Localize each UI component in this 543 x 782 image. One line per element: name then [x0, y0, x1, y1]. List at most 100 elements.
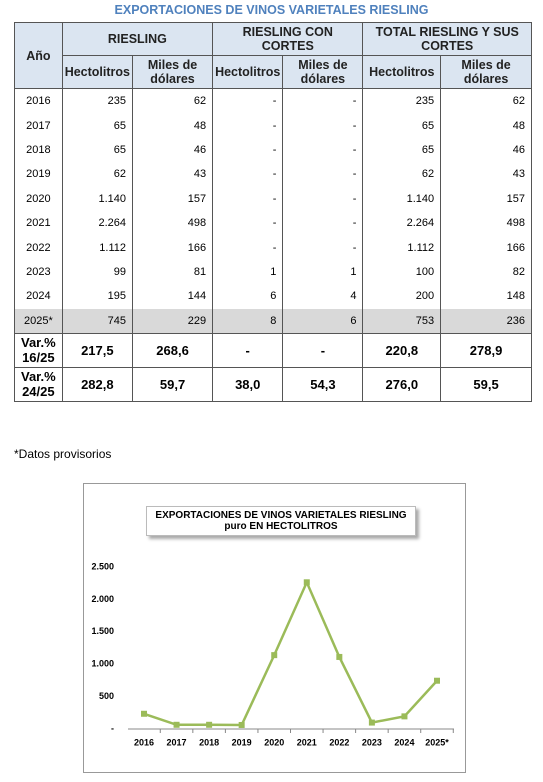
- cell: 2025*: [14, 308, 63, 334]
- y-tick-label: 1.500: [91, 626, 114, 636]
- marker: [206, 721, 213, 728]
- cell: 276,0: [362, 366, 442, 402]
- cell: 235: [61, 88, 134, 114]
- cell: 43: [440, 162, 532, 187]
- cell: 144: [131, 284, 214, 309]
- cell: 1.112: [362, 235, 442, 260]
- marker: [141, 710, 147, 717]
- cell: -: [282, 162, 364, 187]
- cell: 99: [61, 259, 134, 285]
- table: Año RIESLING RIESLING CON CORTES TOTAL R…: [14, 22, 532, 402]
- cell: 498: [131, 210, 214, 236]
- y-tick-label: 2.500: [91, 561, 114, 571]
- cell: 48: [440, 113, 532, 138]
- line: [143, 579, 438, 727]
- cell: -: [282, 332, 364, 368]
- cell: 2.264: [61, 210, 134, 236]
- cell: 148: [440, 284, 532, 309]
- header-cell: Hectolitros: [362, 55, 442, 89]
- x-tick-label: 2023: [362, 737, 382, 747]
- cell: -: [282, 137, 364, 163]
- cell: 62: [61, 162, 134, 187]
- x-tick-label: 2018: [199, 737, 219, 747]
- cell: 2019: [14, 162, 63, 187]
- header-cell: Hectolitros: [212, 55, 284, 89]
- cell: 166: [131, 235, 214, 260]
- cell: 1.140: [61, 186, 134, 211]
- cell: 2020: [14, 186, 63, 211]
- y-tick-label: 2.000: [91, 594, 114, 604]
- cell: 236: [440, 308, 532, 334]
- cell: 1.140: [362, 186, 442, 211]
- cell: 2.264: [362, 210, 442, 236]
- cell: 745: [61, 308, 134, 334]
- cell: 157: [440, 186, 532, 211]
- cell: 1: [282, 259, 364, 285]
- row: Var.% 16/25 217,5 268,6- -220,8 278,9: [14, 332, 532, 368]
- marker: [401, 713, 408, 720]
- cell: -: [282, 235, 364, 260]
- cell: -: [212, 137, 284, 163]
- row: 2022 1.112 166- -1.112 166: [14, 235, 532, 260]
- cell: 235: [362, 88, 442, 114]
- row: 2018 65 46- -65 46: [14, 137, 532, 163]
- cell: -: [282, 88, 364, 114]
- cell: 282,8: [61, 366, 134, 402]
- cell: -: [212, 186, 284, 211]
- row: 2025* 745 229 8 6 753 236: [14, 308, 532, 334]
- cell: 278,9: [440, 332, 532, 368]
- marker: [271, 652, 278, 659]
- chart-svg: - 500 1.000 1.500 2.000 2.500 2016 2017 2018 2019…: [91, 561, 454, 747]
- cell: Var.% 16/25: [14, 332, 63, 368]
- cell: 65: [61, 137, 134, 163]
- cell: 59,7: [131, 366, 214, 402]
- cell: 2021: [14, 210, 63, 236]
- chart-title: EXPORTACIONES DE VINOS VARIETALES RIESLI…: [146, 506, 416, 536]
- cell: 268,6: [131, 332, 214, 368]
- cell: 65: [362, 113, 442, 138]
- cell: 62: [131, 88, 214, 114]
- x-tick-label: 2017: [167, 737, 187, 747]
- cell: 157: [131, 186, 214, 211]
- cell: 6: [282, 308, 364, 334]
- cell: 229: [131, 308, 214, 334]
- cell: 2017: [14, 113, 63, 138]
- cell: 65: [362, 137, 442, 163]
- marker: [434, 677, 440, 684]
- y-tick-label: 500: [99, 691, 114, 701]
- cell: 8: [212, 308, 284, 334]
- x-tick-label: 2025*: [425, 737, 449, 747]
- header-cell: Año: [14, 22, 63, 89]
- cell: 43: [131, 162, 214, 187]
- cell: 2022: [14, 235, 63, 260]
- cell: 4: [282, 284, 364, 309]
- cell: -: [212, 113, 284, 138]
- marker: [303, 579, 310, 586]
- cell: 6: [212, 284, 284, 309]
- cell: -: [212, 332, 284, 368]
- cell: 2023: [14, 259, 63, 285]
- row: 2023 99 81 1 1 100 82: [14, 259, 532, 285]
- cell: Var.% 24/25: [14, 366, 63, 402]
- x-tick-label: 2024: [394, 737, 414, 747]
- marker: [336, 653, 343, 660]
- cell: -: [282, 186, 364, 211]
- cell: 62: [440, 88, 532, 114]
- cell: 100: [362, 259, 442, 285]
- title: EXPORTACIONES DE VINOS VARIETALES RIESLI…: [114, 3, 429, 17]
- cell: 1: [212, 259, 284, 285]
- x-tick-label: 2016: [134, 737, 154, 747]
- cell: 1.112: [61, 235, 134, 260]
- cell: 217,5: [61, 332, 134, 368]
- cell: 2024: [14, 284, 63, 309]
- cell: 65: [61, 113, 134, 138]
- cell: 753: [362, 308, 442, 334]
- cell: -: [212, 162, 284, 187]
- chart: - 500 1.000 1.500 2.000 2.500 2016 2017 2018 2019…: [83, 483, 466, 773]
- header-cell: Miles de dólares: [282, 55, 364, 89]
- cell: -: [282, 210, 364, 236]
- cell: 59,5: [440, 366, 532, 402]
- row: 2020 1.140 157- -1.140 157: [14, 186, 532, 211]
- cell: 200: [362, 284, 442, 309]
